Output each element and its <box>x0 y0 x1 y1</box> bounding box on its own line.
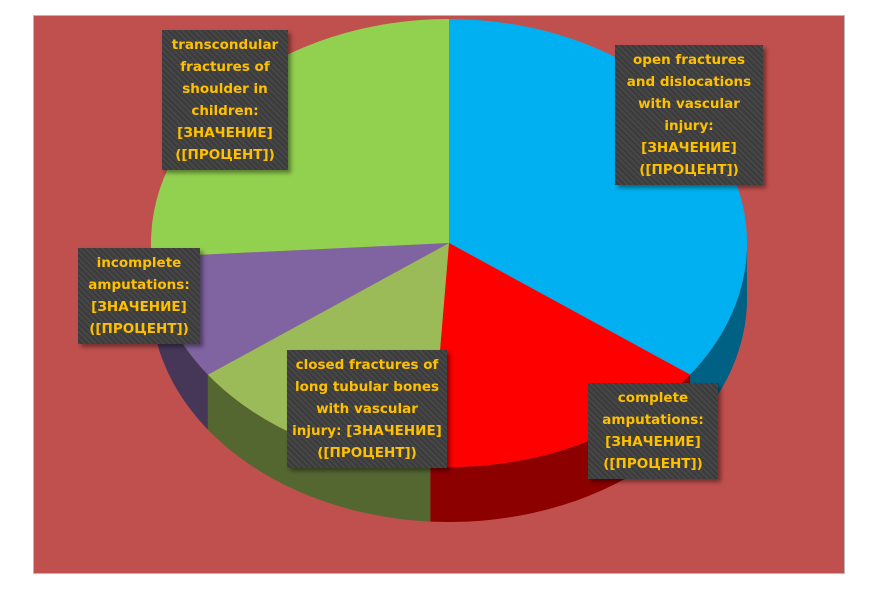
label-separator: : <box>708 118 714 134</box>
label-percent: ([ПРОЦЕНТ]) <box>175 147 275 163</box>
label-percent: ([ПРОЦЕНТ]) <box>603 456 703 472</box>
slice-side <box>430 374 691 522</box>
label-separator: : <box>253 103 259 119</box>
label-value: [ЗНАЧЕНИЕ] <box>641 140 737 156</box>
data-label: open fractures and dislocations with vas… <box>615 45 763 185</box>
label-category: complete amputations <box>602 390 699 428</box>
label-separator: : <box>336 423 342 439</box>
label-value: [ЗНАЧЕНИЕ] <box>177 125 273 141</box>
slice <box>151 243 450 375</box>
label-category: transcondular fractures of shoulder in c… <box>171 37 279 119</box>
label-value: [ЗНАЧЕНИЕ] <box>605 434 701 450</box>
label-value: [ЗНАЧЕНИЕ] <box>91 299 187 315</box>
label-category: incomplete amputations <box>88 255 185 293</box>
label-percent: ([ПРОЦЕНТ]) <box>317 445 417 461</box>
label-category: open fractures and dislocations with vas… <box>626 52 752 134</box>
data-label: transcondular fractures of shoulder in c… <box>162 30 288 170</box>
data-label: incomplete amputations: [ЗНАЧЕНИЕ] ([ПРО… <box>78 248 200 344</box>
label-percent: ([ПРОЦЕНТ]) <box>89 321 189 337</box>
data-label: closed fractures of long tubular bones w… <box>287 350 447 468</box>
slice <box>151 19 449 258</box>
label-category: closed fractures of long tubular bones w… <box>292 357 440 439</box>
label-value: [ЗНАЧЕНИЕ] <box>346 423 442 439</box>
label-separator: : <box>184 277 190 293</box>
label-separator: : <box>698 412 704 428</box>
data-label: complete amputations: [ЗНАЧЕНИЕ] ([ПРОЦЕ… <box>588 383 718 479</box>
label-percent: ([ПРОЦЕНТ]) <box>639 162 739 178</box>
